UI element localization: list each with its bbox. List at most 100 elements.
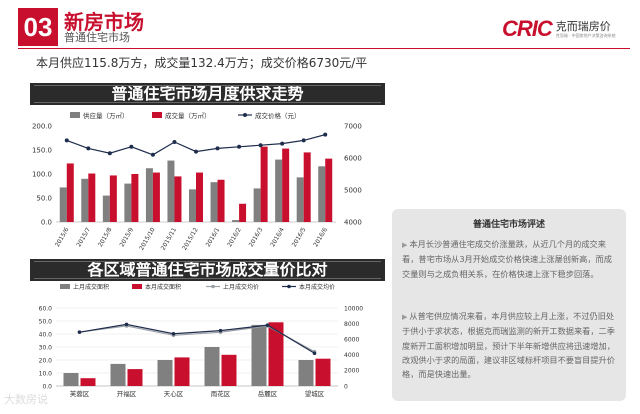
logo-mark: CRIC (502, 16, 553, 41)
x-tick-label: 2016/4 (269, 226, 286, 248)
this-month-price-point (312, 351, 317, 356)
price-point (129, 144, 134, 149)
bar-this-month-area (174, 357, 190, 386)
bar-supply (167, 160, 175, 222)
y-tick-label-right: 10000 (344, 305, 363, 312)
x-tick-label: 岳麓区 (258, 389, 278, 398)
x-tick-label: 2016/3 (248, 226, 265, 248)
page-subtitle: 普通住宅市场 (64, 31, 130, 44)
this-month-price-point (218, 328, 223, 333)
bar-deal (196, 172, 203, 222)
bar-this-month-area (80, 378, 96, 386)
y-tick-label-right: 2000 (344, 368, 359, 375)
y-tick-label-left: 50.0 (39, 318, 53, 325)
chart2-title: 各区域普通住宅市场成交量价比对 (30, 259, 385, 281)
y-tick-label-right: 0 (344, 383, 348, 390)
price-point (86, 146, 91, 151)
this-month-price-line (79, 323, 315, 354)
bar-deal (152, 172, 160, 222)
x-tick-label: 2016/2 (226, 226, 243, 248)
legend-swatch (132, 284, 142, 289)
x-tick-label: 2015/11 (160, 226, 179, 251)
bar-this-month-area (315, 358, 331, 386)
section-number-badge: 03 (18, 8, 58, 46)
y-tick-label-left: 0.0 (42, 383, 52, 390)
price-point (64, 138, 69, 143)
bar-last-month-area (298, 360, 314, 386)
x-tick-label: 开福区 (117, 389, 137, 398)
legend-label: 成交价格（元） (255, 111, 301, 120)
y-tick-label-left: 40.0 (39, 331, 53, 338)
y-tick-label-right: 6000 (344, 155, 362, 163)
comment-item: ▶ 从普宅供应情况来看，本月供应较上月上涨，不过仍旧处于供小于求状态，根据克而瑞监… (402, 309, 616, 381)
x-tick-label: 望城区 (305, 389, 325, 398)
price-point (323, 132, 328, 137)
price-point (237, 144, 242, 149)
y-tick-label-left: 50.0 (36, 195, 52, 203)
x-tick-label: 雨花区 (211, 389, 231, 398)
price-point (107, 151, 112, 156)
x-tick-label: 2015/6 (54, 226, 71, 248)
bar-supply (102, 195, 110, 222)
this-month-price-point (77, 330, 82, 334)
legend-label: 成交量（万㎡） (165, 111, 211, 120)
y-tick-label-left: 200.0 (32, 123, 52, 131)
this-month-price-point (124, 322, 129, 327)
comment-text: 从普宅供应情况来看，本月供应较上月上涨，不过仍旧处于供小于求状态，根据克而瑞监测… (402, 311, 615, 380)
bar-deal (239, 203, 247, 222)
price-point (301, 138, 306, 143)
comment-text: 本月长沙普通住宅成交价涨量跌，从近几个月的成交来看，普宅市场从3月开始成交价格快… (402, 239, 612, 279)
bar-supply (81, 178, 89, 222)
page-title: 新房市场 (64, 10, 144, 34)
x-tick-label: 2015/10 (138, 226, 157, 251)
bar-supply (318, 166, 326, 222)
bar-supply (232, 220, 240, 222)
bar-supply (124, 183, 132, 222)
legend-swatch (152, 112, 162, 118)
y-tick-label-right: 4000 (344, 352, 359, 359)
bar-deal (131, 174, 139, 222)
price-point (150, 152, 155, 157)
y-tick-label-left: 20.0 (39, 357, 53, 364)
y-tick-label-left: 0.0 (41, 219, 52, 227)
legend-label: 本月成交均价 (299, 283, 335, 291)
x-tick-label: 2015/9 (118, 226, 135, 248)
y-tick-label-left: 150.0 (32, 147, 52, 155)
bar-supply (59, 187, 67, 222)
this-month-price-point (265, 323, 270, 327)
bar-last-month-area (251, 324, 267, 386)
x-tick-label: 天心区 (164, 390, 184, 398)
this-month-price-point (171, 331, 176, 336)
header-divider (18, 48, 630, 49)
y-tick-label-left: 10.0 (39, 370, 53, 377)
logo-text: 克而瑞房价 克而瑞 · 中国房地产决策咨询系统 (555, 20, 616, 38)
watermark: 大数房说 (4, 393, 48, 406)
y-tick-label-right: 8000 (344, 321, 359, 328)
y-tick-label-left: 100.0 (32, 171, 52, 179)
monthly-supply-demand-chart: 供应量（万㎡） 成交量（万㎡） 成交价格（元） 0.0 50.0 100.0 150.0 20… (32, 111, 362, 252)
price-point (258, 143, 263, 148)
x-tick-label: 2016/6 (312, 226, 329, 248)
chart1-title: 普通住宅市场月度供求走势 (30, 83, 385, 105)
bar-this-month-area (127, 369, 143, 386)
legend-swatch (60, 284, 70, 289)
x-tick-label: 2016/5 (291, 226, 308, 248)
logo-cn-sub: 克而瑞 · 中国房地产决策咨询系统 (555, 32, 616, 38)
bar-supply (275, 159, 283, 222)
bar-deal (282, 148, 290, 222)
legend-marker (211, 284, 215, 289)
price-point (172, 140, 177, 144)
bullet-triangle-icon: ▶ (402, 241, 408, 249)
x-tick-label: 2015/7 (75, 226, 92, 248)
bar-deal (109, 175, 117, 222)
y-tick-label-right: 6000 (344, 337, 359, 344)
bar-last-month-area (204, 347, 220, 386)
bar-deal (260, 146, 268, 222)
bar-last-month-area (157, 360, 173, 386)
legend-label: 上月成交均价 (223, 283, 259, 291)
comment-title: 普通住宅市场评述 (472, 220, 545, 230)
bar-supply (296, 177, 304, 222)
price-point (215, 146, 220, 151)
bar-supply (253, 188, 261, 222)
comment-panel: 普通住宅市场评述 ▶ 本月长沙普通住宅成交价涨量跌，从近几个月的成交来看，普宅市场… (392, 209, 626, 401)
